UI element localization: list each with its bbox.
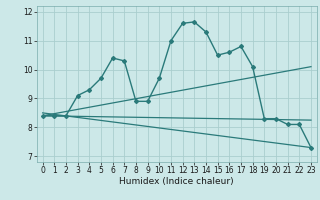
X-axis label: Humidex (Indice chaleur): Humidex (Indice chaleur)	[119, 177, 234, 186]
